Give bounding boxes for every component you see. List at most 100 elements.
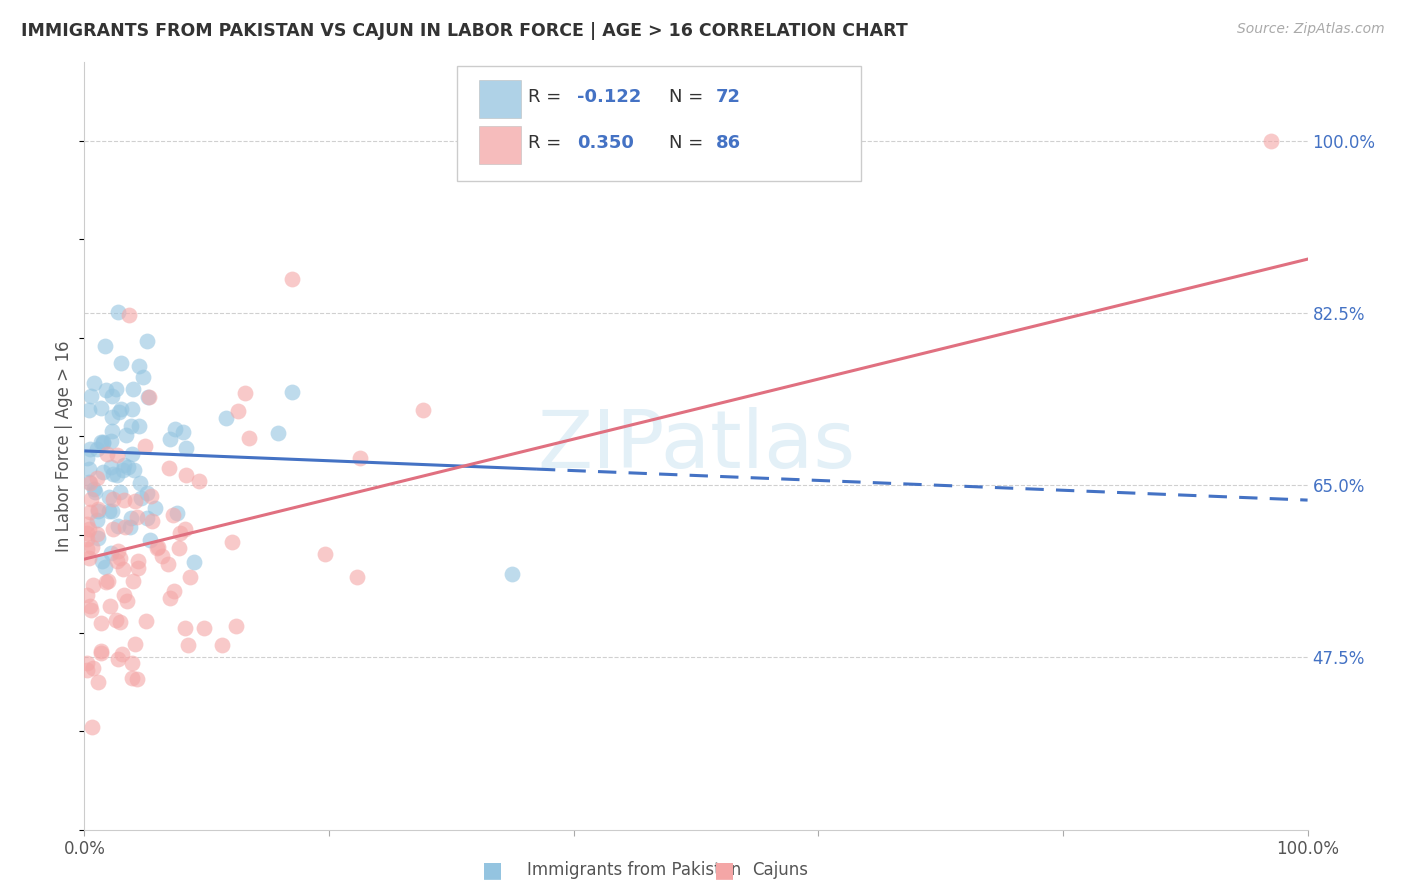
Point bbox=[79, 403, 101, 417]
Point bbox=[174, 621, 197, 635]
Point bbox=[110, 485, 132, 500]
Point bbox=[128, 359, 150, 373]
Point bbox=[176, 638, 198, 652]
Point bbox=[91, 434, 114, 449]
FancyBboxPatch shape bbox=[457, 66, 860, 181]
Point bbox=[86, 442, 108, 456]
Point bbox=[150, 549, 173, 563]
Point bbox=[129, 491, 152, 505]
Point bbox=[93, 435, 115, 450]
Point bbox=[86, 526, 108, 541]
Text: ZIPatlas: ZIPatlas bbox=[537, 407, 855, 485]
Point bbox=[136, 486, 159, 500]
Point bbox=[166, 507, 188, 521]
Point bbox=[412, 403, 434, 417]
Point bbox=[105, 448, 128, 462]
Point bbox=[79, 389, 101, 403]
Point bbox=[125, 673, 148, 687]
Point bbox=[139, 489, 162, 503]
Point bbox=[233, 385, 256, 400]
Point bbox=[86, 513, 108, 527]
Point bbox=[131, 369, 153, 384]
Point bbox=[280, 384, 302, 399]
Point bbox=[114, 588, 136, 602]
Point bbox=[82, 578, 104, 592]
Text: N =: N = bbox=[669, 88, 709, 106]
Point bbox=[211, 638, 233, 652]
Point bbox=[97, 504, 120, 518]
Point bbox=[96, 574, 118, 589]
Point bbox=[225, 619, 247, 633]
Point bbox=[105, 468, 128, 483]
Point bbox=[107, 304, 129, 318]
Point bbox=[136, 334, 159, 348]
Text: Immigrants from Pakistan: Immigrants from Pakistan bbox=[527, 861, 741, 879]
Point bbox=[163, 583, 186, 598]
Point bbox=[146, 541, 169, 555]
Point bbox=[174, 522, 197, 536]
Point bbox=[107, 652, 129, 666]
Point bbox=[111, 647, 134, 661]
Point bbox=[221, 535, 243, 549]
Point bbox=[139, 533, 162, 548]
Point bbox=[76, 526, 98, 541]
Point bbox=[214, 411, 236, 425]
Point bbox=[226, 403, 249, 417]
Point bbox=[91, 465, 114, 479]
Point bbox=[100, 425, 122, 439]
Point bbox=[87, 504, 110, 518]
Point bbox=[107, 544, 129, 558]
Point bbox=[108, 405, 131, 419]
Point bbox=[118, 309, 141, 323]
Point bbox=[162, 508, 184, 523]
Point bbox=[100, 459, 122, 474]
Text: -0.122: -0.122 bbox=[578, 88, 641, 106]
Point bbox=[98, 490, 121, 504]
Point bbox=[128, 419, 150, 434]
Point bbox=[84, 485, 107, 500]
Point bbox=[79, 475, 101, 490]
Point bbox=[172, 425, 194, 439]
Point bbox=[169, 541, 191, 556]
FancyBboxPatch shape bbox=[479, 126, 522, 164]
Point bbox=[157, 460, 180, 475]
Point bbox=[125, 510, 148, 524]
Point bbox=[90, 643, 112, 657]
Point bbox=[90, 647, 112, 661]
Point bbox=[112, 458, 135, 472]
FancyBboxPatch shape bbox=[479, 80, 522, 118]
Point bbox=[127, 560, 149, 574]
Point bbox=[110, 355, 132, 369]
Point bbox=[79, 603, 101, 617]
Point bbox=[108, 615, 131, 630]
Point bbox=[76, 663, 98, 677]
Point bbox=[121, 401, 143, 416]
Point bbox=[104, 613, 127, 627]
Point bbox=[122, 574, 145, 589]
Point bbox=[79, 505, 101, 519]
Point bbox=[77, 475, 100, 489]
Point bbox=[80, 491, 103, 506]
Point bbox=[314, 547, 336, 561]
Point bbox=[77, 462, 100, 476]
Point bbox=[76, 450, 98, 465]
Point bbox=[101, 389, 124, 403]
Point bbox=[76, 542, 98, 557]
Point bbox=[502, 566, 524, 581]
Text: 86: 86 bbox=[716, 134, 741, 152]
Point bbox=[87, 674, 110, 689]
Point bbox=[91, 554, 114, 568]
Point bbox=[146, 541, 169, 555]
Point bbox=[117, 460, 139, 475]
Point bbox=[135, 511, 157, 525]
Point bbox=[115, 594, 138, 608]
Point bbox=[141, 514, 163, 528]
Point bbox=[111, 562, 134, 576]
Point bbox=[183, 555, 205, 569]
Text: 72: 72 bbox=[716, 88, 741, 106]
Point bbox=[90, 434, 112, 449]
Point bbox=[100, 434, 122, 449]
Point bbox=[124, 494, 146, 508]
Y-axis label: In Labor Force | Age > 16: In Labor Force | Age > 16 bbox=[55, 340, 73, 552]
Point bbox=[111, 463, 134, 477]
